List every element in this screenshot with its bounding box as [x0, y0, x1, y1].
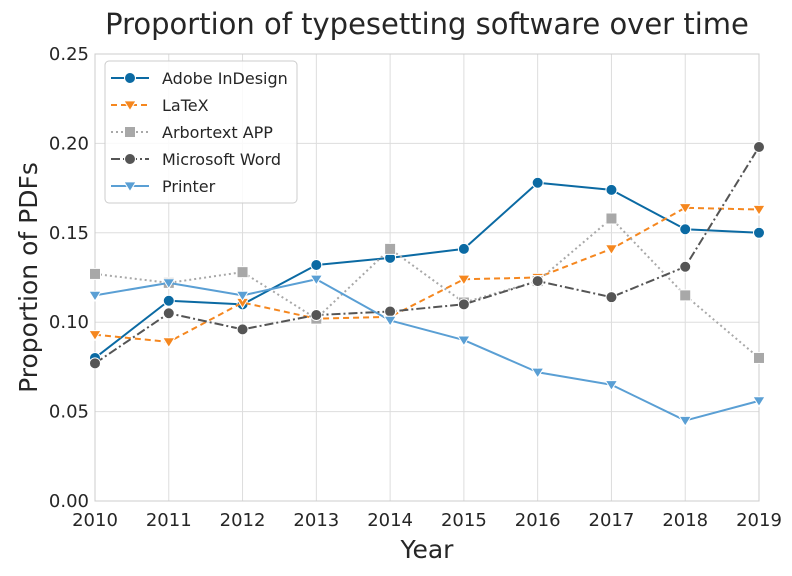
data-point-marker — [236, 323, 249, 336]
data-point-marker — [531, 176, 544, 189]
series-line — [94, 181, 760, 359]
x-tick-label: 2011 — [146, 510, 192, 531]
data-point-marker — [123, 181, 137, 193]
data-point-marker — [309, 274, 324, 286]
data-point-marker — [162, 307, 175, 320]
y-tick-label: 0.15 — [49, 223, 89, 244]
data-point-marker — [310, 309, 323, 322]
y-tick-label: 0.20 — [49, 133, 89, 154]
data-point-marker — [88, 330, 102, 342]
x-tick-label: 2014 — [367, 510, 413, 531]
series-line — [94, 146, 760, 365]
legend: Adobe InDesign LaTeX Arbortext APP Microsof… — [104, 60, 298, 204]
data-point-marker — [89, 267, 101, 280]
data-point-marker — [383, 315, 398, 327]
legend-item: Adobe InDesign — [111, 69, 288, 88]
data-point-marker — [678, 415, 693, 427]
y-tick-label: 0.00 — [49, 491, 89, 512]
data-point-marker — [88, 290, 102, 302]
data-point-marker — [124, 126, 136, 138]
data-point-marker — [530, 367, 545, 379]
data-point-marker — [161, 337, 176, 349]
data-point-marker — [457, 298, 470, 311]
data-point-marker — [124, 72, 136, 84]
legend-label: Arbortext APP — [162, 123, 273, 142]
x-tick-label: 2013 — [293, 510, 339, 531]
data-point-marker — [753, 351, 765, 364]
x-tick-label: 2016 — [515, 510, 561, 531]
series-printer — [88, 274, 766, 427]
data-point-marker — [752, 204, 766, 217]
series-line — [94, 278, 760, 422]
data-point-marker — [384, 305, 397, 318]
data-point-marker — [236, 266, 249, 279]
data-point-marker — [457, 242, 470, 255]
data-point-marker — [605, 183, 618, 196]
data-point-marker — [605, 291, 618, 304]
series-adobe-indesign — [89, 176, 765, 364]
data-point-marker — [605, 212, 618, 225]
data-point-marker — [123, 100, 137, 112]
data-point-marker — [124, 153, 136, 165]
data-point-marker — [753, 140, 765, 153]
y-axis-label: Proportion of PDFs — [14, 162, 43, 393]
data-point-marker — [384, 242, 397, 255]
data-point-marker — [604, 244, 619, 256]
axis-ticks: 2010 2011 2012 2013 2014 2015 2016 2017 2018 2019… — [49, 44, 782, 531]
data-point-marker — [162, 294, 175, 307]
data-point-marker — [310, 258, 323, 271]
data-point-marker — [456, 274, 471, 286]
data-point-marker — [753, 226, 765, 239]
legend-item: Arbortext APP — [111, 123, 273, 142]
legend-item: Printer — [111, 177, 216, 196]
x-tick-label: 2012 — [220, 510, 266, 531]
data-point-marker — [531, 275, 544, 288]
x-tick-label: 2015 — [441, 510, 487, 531]
chart-title: Proportion of typesetting software over … — [105, 7, 749, 41]
data-point-marker — [235, 290, 250, 302]
data-point-marker — [679, 289, 692, 302]
legend-item: LaTeX — [111, 96, 209, 115]
y-tick-label: 0.10 — [49, 312, 89, 333]
y-tick-label: 0.25 — [49, 44, 89, 65]
data-point-marker — [679, 223, 692, 236]
legend-label: Printer — [162, 177, 216, 196]
data-point-marker — [161, 278, 176, 290]
data-point-marker — [752, 396, 766, 408]
x-tick-label: 2018 — [662, 510, 708, 531]
data-point-marker — [679, 260, 692, 273]
legend-label: Adobe InDesign — [162, 69, 288, 88]
series-line — [94, 217, 760, 359]
legend-box — [104, 60, 298, 204]
data-point-marker — [89, 357, 101, 370]
series-microsoft-word — [89, 140, 765, 370]
x-axis-label: Year — [400, 535, 455, 564]
data-point-marker — [456, 335, 471, 347]
x-tick-label: 2010 — [72, 510, 118, 531]
legend-label: LaTeX — [162, 96, 209, 115]
series-arbortext-app — [89, 212, 765, 364]
y-tick-label: 0.05 — [49, 402, 89, 423]
legend-item: Microsoft Word — [111, 150, 281, 169]
data-point-marker — [604, 380, 619, 392]
data-point-marker — [678, 203, 693, 215]
x-tick-label: 2019 — [736, 510, 782, 531]
x-tick-label: 2017 — [589, 510, 635, 531]
legend-label: Microsoft Word — [162, 150, 281, 169]
series-group — [88, 140, 766, 427]
